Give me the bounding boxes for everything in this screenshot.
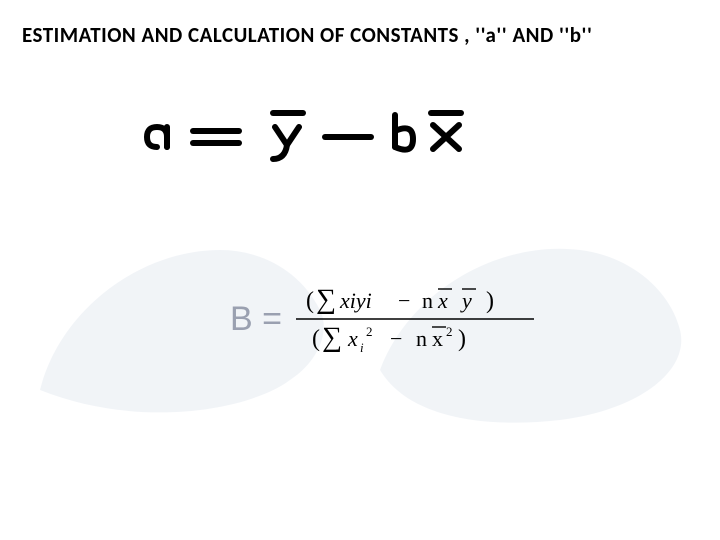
equation-a — [135, 105, 475, 165]
svg-text:−: − — [390, 326, 402, 351]
svg-text:∑: ∑ — [322, 322, 342, 353]
svg-text:−: − — [398, 288, 410, 313]
svg-text:): ) — [486, 288, 494, 314]
page-title: ESTIMATION AND CALCULATION OF CONSTANTS … — [22, 22, 698, 48]
equation-b: B = ( ∑ xiyi − n x y ) ( ∑ x i 2 − n — [230, 280, 540, 358]
svg-text:x: x — [347, 326, 358, 351]
svg-text:2: 2 — [366, 324, 373, 339]
svg-text:y: y — [460, 288, 472, 313]
svg-text:i: i — [360, 340, 364, 355]
svg-text:x: x — [432, 326, 443, 351]
svg-text:): ) — [458, 326, 466, 352]
svg-text:(: ( — [312, 326, 320, 352]
svg-text:xiyi: xiyi — [339, 288, 372, 313]
svg-text:n: n — [422, 288, 433, 313]
equation-b-label: B = — [230, 300, 282, 339]
svg-text:x: x — [437, 288, 448, 313]
svg-text:(: ( — [306, 288, 314, 314]
svg-text:n: n — [416, 326, 427, 351]
equation-b-fraction: ( ∑ xiyi − n x y ) ( ∑ x i 2 − n x 2 ) — [290, 280, 540, 358]
svg-text:2: 2 — [446, 324, 453, 339]
svg-text:∑: ∑ — [316, 284, 336, 315]
